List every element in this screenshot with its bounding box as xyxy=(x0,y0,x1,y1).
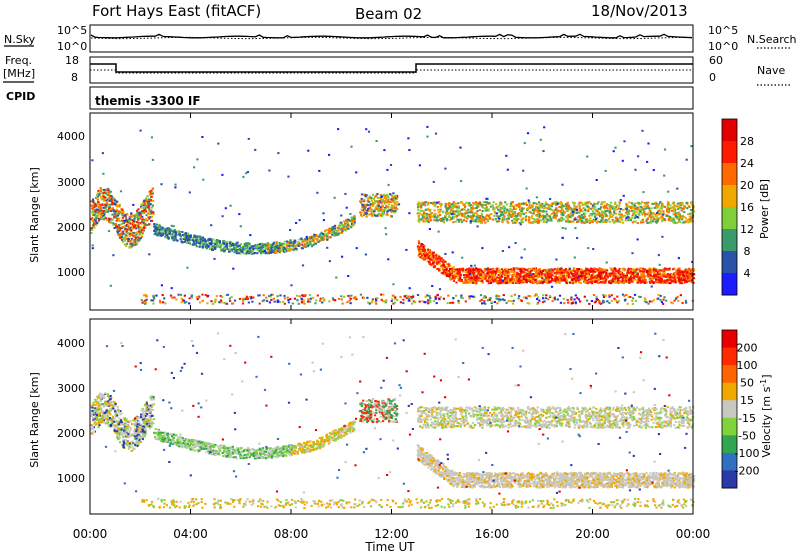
colorbar-swatch xyxy=(722,365,737,384)
colorbar-swatch xyxy=(722,273,737,296)
power-panel: Slant Range [km] 1000 2000 3000 4000 4 8 1… xyxy=(28,112,771,311)
frequency-series-line xyxy=(90,63,693,73)
nave-tick-top: 60 xyxy=(709,54,723,67)
colorbar-swatch xyxy=(722,417,737,436)
cpid-label: CPID xyxy=(6,90,35,103)
colorbar-tick-label: 50 xyxy=(740,377,754,390)
date-title: 18/Nov/2013 xyxy=(591,2,688,20)
cpid-panel: CPID themis -3300 IF xyxy=(6,86,694,110)
power-ytick-1000: 1000 xyxy=(57,266,85,279)
colorbar-tick-label: 100 xyxy=(737,359,758,372)
colorbar-swatch xyxy=(722,141,737,164)
colorbar-tick-label: 24 xyxy=(740,157,754,170)
colorbar-tick-label: 16 xyxy=(740,201,754,214)
colorbar-tick-label: 20 xyxy=(740,179,754,192)
colorbar-tick-label: 12 xyxy=(740,223,754,236)
colorbar-tick-label: 4 xyxy=(744,267,751,280)
noise-panel: N.Sky 10^5 10^0 10^5 10^0 N.Search xyxy=(4,24,797,53)
time-axis: 00:00 04:00 08:00 12:00 16:00 20:00 00:00 xyxy=(73,113,711,541)
freq-unit-label: [MHz] xyxy=(3,67,35,80)
freq-tick-top: 18 xyxy=(65,54,79,67)
nsky-tick-top: 10^5 xyxy=(57,24,87,37)
velocity-ytick-1000: 1000 xyxy=(57,472,85,485)
colorbar-tick-label: -50 xyxy=(738,429,756,442)
nave-label: Nave xyxy=(757,64,785,77)
freq-label: Freq. xyxy=(5,54,32,67)
colorbar-swatch xyxy=(722,185,737,208)
noise-panel-frame xyxy=(89,24,694,53)
velocity-ytick-3000: 3000 xyxy=(57,382,85,395)
power-colorbar-label: Power [dB] xyxy=(758,179,771,239)
nsearch-label: N.Search xyxy=(747,33,797,46)
cpid-value: themis -3300 IF xyxy=(95,94,201,108)
colorbar-swatch xyxy=(722,470,737,489)
nsearch-series-line xyxy=(90,36,692,40)
time-tick-label: 12:00 xyxy=(374,527,409,541)
colorbar-swatch xyxy=(722,382,737,401)
power-ytick-3000: 3000 xyxy=(57,176,85,189)
station-title: Fort Hays East (fitACF) xyxy=(92,2,261,20)
colorbar-swatch xyxy=(722,452,737,471)
colorbar-tick-label: -200 xyxy=(735,464,760,477)
colorbar-swatch xyxy=(722,330,737,349)
power-ytick-2000: 2000 xyxy=(57,221,85,234)
nave-series-line xyxy=(90,69,693,74)
nsky-label: N.Sky xyxy=(4,33,36,46)
colorbar-tick-label: 15 xyxy=(740,394,754,407)
colorbar-swatch xyxy=(722,119,737,142)
colorbar-swatch xyxy=(722,251,737,274)
velocity-ylabel: Slant Range [km] xyxy=(28,372,41,468)
colorbar-swatch xyxy=(722,163,737,186)
time-tick-label: 08:00 xyxy=(274,527,309,541)
colorbar-swatch xyxy=(722,435,737,454)
nsky-tick-bottom: 10^0 xyxy=(57,40,87,53)
colorbar-tick-label: 200 xyxy=(737,342,758,355)
freq-tick-bottom: 8 xyxy=(71,71,78,84)
colorbar-tick-label: -15 xyxy=(738,412,756,425)
velocity-ytick-2000: 2000 xyxy=(57,427,85,440)
time-tick-label: 00:00 xyxy=(676,527,711,541)
cpid-panel-frame xyxy=(89,86,694,110)
time-axis-label: Time UT xyxy=(364,540,415,554)
time-tick-label: 04:00 xyxy=(173,527,208,541)
nave-tick-bottom: 0 xyxy=(709,71,716,84)
nsearch-tick-top: 10^5 xyxy=(708,24,738,37)
frequency-panel: Freq. [MHz] 18 8 60 0 Nave xyxy=(3,54,790,86)
velocity-panel: Slant Range [km] 1000 2000 3000 4000 200… xyxy=(28,318,774,515)
colorbar-tick-label: -100 xyxy=(735,447,760,460)
power-scatter-data xyxy=(90,125,696,305)
nsearch-tick-bottom: 10^0 xyxy=(708,40,738,53)
colorbar-swatch xyxy=(722,347,737,366)
velocity-colorbar: 200 100 50 15 -15 -50 -100 -200 xyxy=(721,329,760,489)
colorbar-tick-label: 28 xyxy=(740,135,754,148)
nsky-series-line xyxy=(90,33,693,39)
power-colorbar: 4 8 12 16 20 24 28 xyxy=(721,118,754,296)
time-tick-label: 16:00 xyxy=(475,527,510,541)
power-ylabel: Slant Range [km] xyxy=(28,167,41,263)
power-ytick-4000: 4000 xyxy=(57,130,85,143)
beam-title: Beam 02 xyxy=(355,5,422,23)
time-tick-label: 00:00 xyxy=(73,527,108,541)
colorbar-swatch xyxy=(722,400,737,419)
colorbar-swatch xyxy=(722,229,737,252)
time-tick-label: 20:00 xyxy=(575,527,610,541)
colorbar-swatch xyxy=(722,207,737,230)
velocity-colorbar-label: Velocity [m s-1] xyxy=(759,374,774,457)
colorbar-tick-label: 8 xyxy=(744,245,751,258)
velocity-ytick-4000: 4000 xyxy=(57,337,85,350)
